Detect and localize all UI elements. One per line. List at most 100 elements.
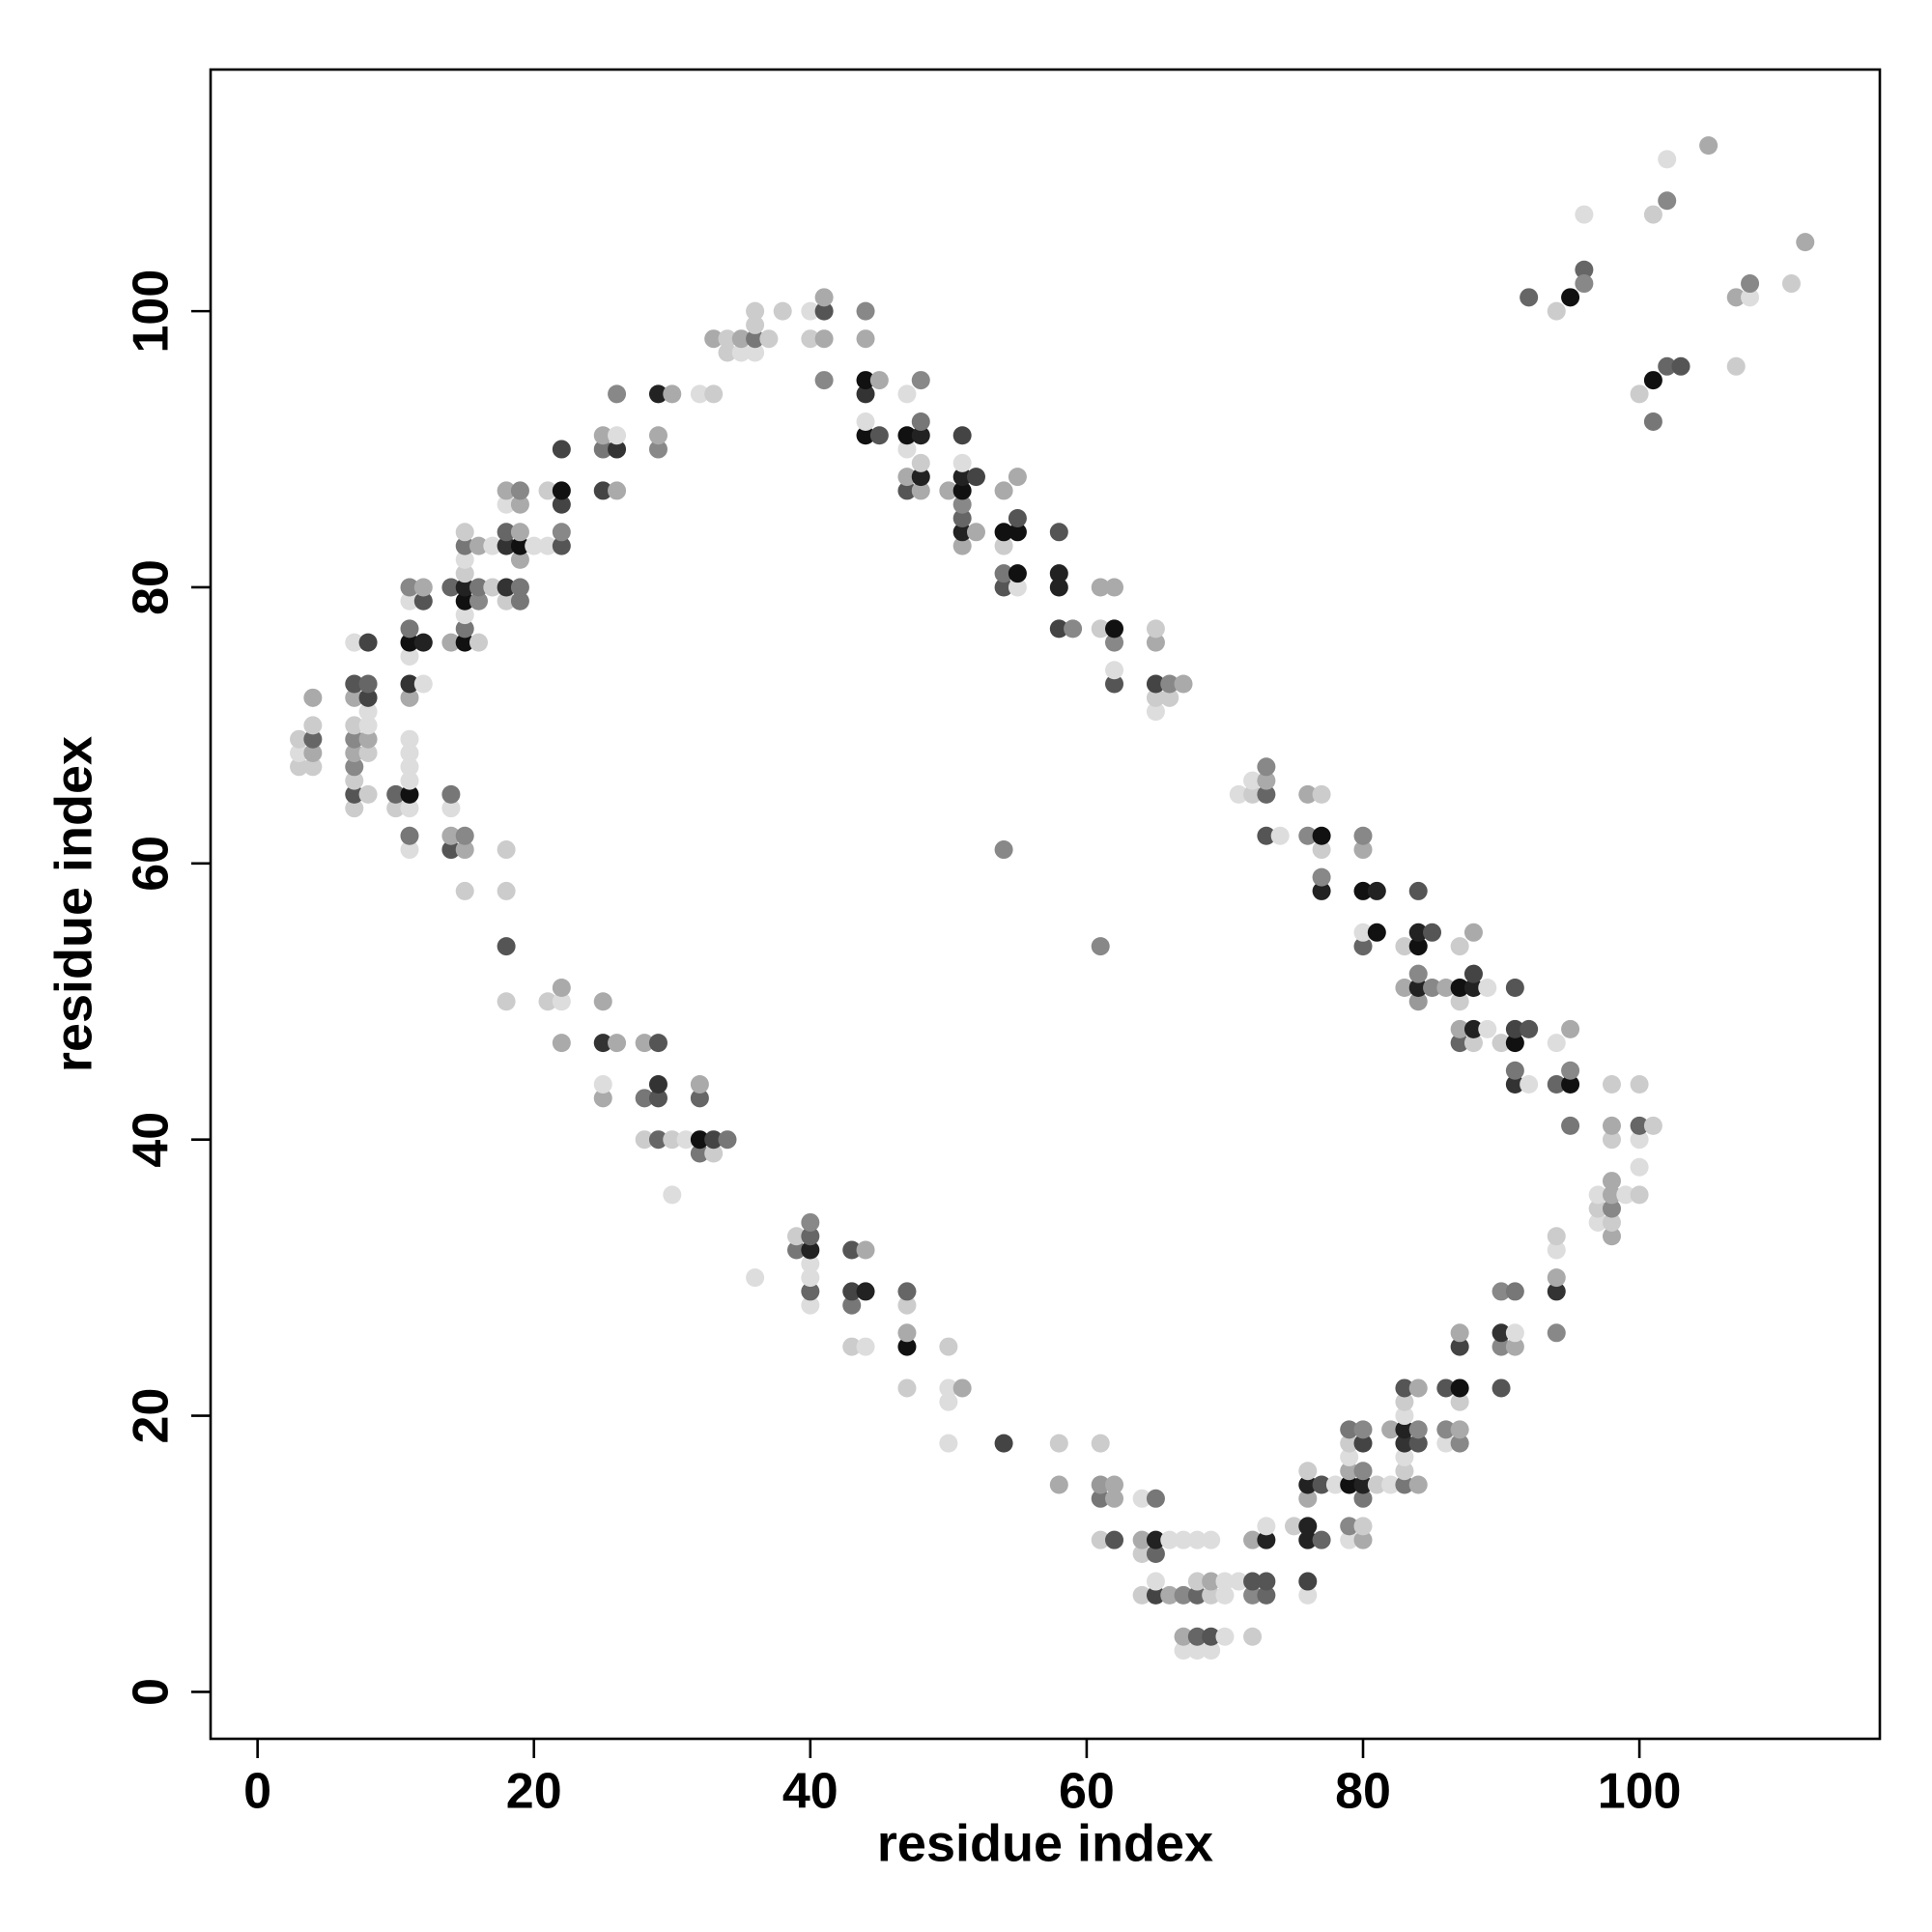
contact-point [510, 578, 529, 597]
contact-point [497, 591, 516, 611]
contact-point [1353, 826, 1373, 845]
contact-point [1395, 1378, 1414, 1398]
contact-point [1726, 356, 1746, 376]
contact-point [497, 536, 516, 555]
contact-point [469, 536, 489, 555]
contact-point [1064, 619, 1083, 639]
contact-point [1353, 1530, 1373, 1549]
contact-point [704, 1130, 724, 1150]
y-tick-label: 40 [124, 1112, 180, 1168]
contact-point [1381, 1420, 1401, 1439]
contact-point [1643, 412, 1662, 431]
contact-point [1408, 1475, 1428, 1494]
x-tick-label: 0 [243, 1764, 271, 1820]
contact-point [1353, 923, 1373, 942]
contact-point [704, 329, 724, 349]
contact-point [510, 591, 529, 611]
contact-point [1215, 1627, 1235, 1646]
contact-point [483, 536, 502, 555]
x-tick-label: 40 [782, 1764, 838, 1820]
contact-point [538, 536, 557, 555]
contact-point [718, 343, 737, 362]
contact-point [1229, 1572, 1248, 1591]
contact-point [1602, 1130, 1621, 1150]
contact-point [1630, 384, 1649, 404]
contact-point [897, 468, 917, 487]
contact-point [1146, 1530, 1165, 1549]
contact-point [952, 1378, 972, 1398]
contact-point [1630, 1075, 1649, 1094]
contact-point [1463, 964, 1483, 983]
contact-point [608, 1034, 627, 1053]
contact-point [400, 688, 419, 707]
contact-point [345, 784, 364, 804]
contact-point [869, 371, 889, 390]
contact-point [400, 771, 419, 790]
contact-point [1423, 978, 1442, 997]
contact-point [966, 523, 985, 542]
contact-point [593, 481, 612, 500]
y-axis-label: residue index [44, 736, 102, 1072]
contact-point [731, 343, 751, 362]
contact-point [510, 495, 529, 514]
contact-point [1643, 1116, 1662, 1135]
contact-point [704, 384, 724, 404]
contact-point [1395, 978, 1414, 997]
contact-point [1202, 1530, 1221, 1549]
contact-point [552, 536, 571, 555]
contact-point [1049, 619, 1068, 639]
contact-point [455, 578, 474, 597]
contact-point [814, 371, 834, 390]
contact-point [1547, 301, 1566, 321]
contact-point [441, 799, 461, 818]
contact-point [455, 619, 474, 639]
contact-point [510, 481, 529, 500]
contact-point [1492, 1034, 1511, 1053]
contact-point [1187, 1585, 1207, 1605]
contact-point [1367, 923, 1386, 942]
contact-point [1174, 1530, 1193, 1549]
contact-point [345, 674, 364, 694]
contact-point [345, 799, 364, 818]
contact-point [441, 840, 461, 860]
contact-point [1132, 1489, 1151, 1508]
contact-point [1575, 274, 1594, 294]
contact-point [801, 1254, 820, 1273]
contact-point [1091, 1475, 1110, 1494]
contact-point [994, 1434, 1013, 1453]
contact-point [290, 743, 309, 762]
contact-point [1395, 1420, 1414, 1439]
contact-point [386, 784, 406, 804]
x-tick-label: 80 [1335, 1764, 1391, 1820]
contact-point [1575, 260, 1594, 279]
contact-point [1202, 1641, 1221, 1661]
contact-point [663, 1185, 682, 1205]
contact-point [952, 481, 972, 500]
contact-point [1588, 1199, 1607, 1218]
contact-point [1215, 1572, 1235, 1591]
contact-point [1699, 136, 1719, 156]
contact-point [1105, 619, 1124, 639]
contact-point [1781, 274, 1801, 294]
contact-point [731, 329, 751, 349]
contact-point [538, 481, 557, 500]
contact-point [1408, 923, 1428, 942]
contact-point [663, 1130, 682, 1150]
contact-point [1395, 1392, 1414, 1411]
contact-point [1602, 1212, 1621, 1232]
contact-point [746, 343, 765, 362]
contact-point [1105, 578, 1124, 597]
contact-point [483, 578, 502, 597]
contact-point [635, 1130, 654, 1150]
contact-point [801, 1282, 820, 1301]
contact-point [1146, 688, 1165, 707]
contact-point [1547, 1282, 1566, 1301]
contact-point [966, 468, 985, 487]
contact-point [1049, 1475, 1068, 1494]
contact-point [1243, 1572, 1263, 1591]
contact-point [1146, 619, 1165, 639]
contact-point [1408, 1378, 1428, 1398]
contact-point [455, 606, 474, 625]
contact-point [814, 288, 834, 307]
